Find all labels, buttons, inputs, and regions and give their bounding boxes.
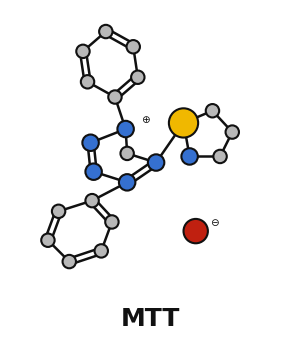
Circle shape bbox=[52, 204, 65, 218]
Circle shape bbox=[148, 154, 164, 171]
Text: ⊖: ⊖ bbox=[210, 218, 218, 228]
Circle shape bbox=[213, 150, 227, 163]
Circle shape bbox=[94, 244, 108, 258]
Circle shape bbox=[63, 255, 76, 268]
Circle shape bbox=[117, 121, 134, 137]
Circle shape bbox=[76, 45, 90, 58]
Circle shape bbox=[82, 135, 99, 151]
Circle shape bbox=[184, 219, 208, 243]
Circle shape bbox=[85, 164, 102, 180]
Circle shape bbox=[226, 125, 239, 139]
Circle shape bbox=[120, 147, 134, 160]
Circle shape bbox=[131, 71, 145, 84]
Text: MTT: MTT bbox=[120, 306, 180, 331]
Circle shape bbox=[127, 40, 140, 53]
Circle shape bbox=[41, 233, 55, 247]
Circle shape bbox=[119, 174, 135, 190]
Circle shape bbox=[182, 148, 198, 165]
Text: ⊕: ⊕ bbox=[141, 115, 150, 125]
Circle shape bbox=[108, 90, 122, 104]
Circle shape bbox=[85, 194, 99, 207]
Circle shape bbox=[81, 75, 94, 88]
Circle shape bbox=[99, 25, 112, 38]
Circle shape bbox=[206, 104, 219, 117]
Circle shape bbox=[169, 108, 198, 137]
Circle shape bbox=[105, 215, 119, 229]
